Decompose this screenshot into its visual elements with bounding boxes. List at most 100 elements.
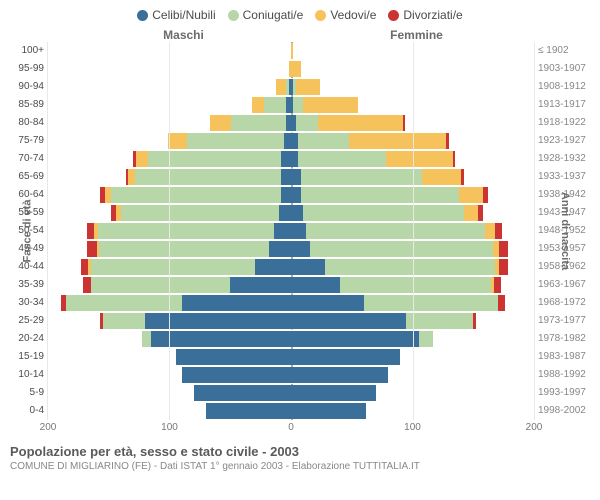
bar-segment	[176, 349, 291, 365]
stacked-bar	[48, 277, 291, 293]
year-label: ≤ 1902	[538, 42, 592, 60]
legend: Celibi/NubiliConiugati/eVedovi/eDivorzia…	[8, 8, 592, 24]
year-label: 1923-1927	[538, 132, 592, 150]
stacked-bar	[48, 385, 291, 401]
stacked-bar	[48, 115, 291, 131]
bar-segment	[145, 313, 291, 329]
year-label: 1968-1972	[538, 294, 592, 312]
bar-row	[48, 330, 291, 348]
bar-segment	[105, 187, 111, 203]
bar-segment	[255, 259, 291, 275]
bar-segment	[291, 169, 301, 185]
stacked-bar	[48, 97, 291, 113]
bar-segment	[291, 367, 388, 383]
bars-area	[48, 42, 534, 420]
bar-segment	[182, 295, 291, 311]
bar-row	[48, 384, 291, 402]
bar-segment	[485, 223, 495, 239]
age-label: 10-14	[8, 366, 44, 384]
bar-segment	[291, 205, 303, 221]
bar-segment	[291, 403, 366, 419]
bar-segment	[291, 241, 310, 257]
bar-row	[48, 114, 291, 132]
bar-segment	[133, 151, 135, 167]
stacked-bar	[48, 133, 291, 149]
year-label: 1963-1967	[538, 276, 592, 294]
bar-segment	[403, 115, 405, 131]
bar-row	[48, 240, 291, 258]
bar-segment	[461, 169, 463, 185]
stacked-bar	[48, 43, 291, 59]
bar-segment	[252, 97, 264, 113]
population-pyramid-chart: Celibi/NubiliConiugati/eVedovi/eDivorzia…	[0, 0, 600, 476]
year-label: 1928-1932	[538, 150, 592, 168]
bar-segment	[81, 259, 88, 275]
bar-segment	[128, 169, 135, 185]
age-label: 0-4	[8, 402, 44, 420]
stacked-bar	[48, 223, 291, 239]
age-label: 100+	[8, 42, 44, 60]
bar-segment	[291, 151, 298, 167]
year-label: 1993-1997	[538, 384, 592, 402]
stacked-bar	[48, 313, 291, 329]
bar-segment	[61, 295, 66, 311]
bar-segment	[142, 331, 152, 347]
grid-line	[47, 42, 48, 420]
bar-row	[48, 366, 291, 384]
bar-row	[48, 312, 291, 330]
bar-row	[48, 204, 291, 222]
bar-segment	[406, 313, 473, 329]
bar-segment	[111, 205, 116, 221]
legend-swatch	[228, 10, 239, 21]
stacked-bar	[48, 331, 291, 347]
bar-segment	[274, 223, 291, 239]
stacked-bar	[48, 151, 291, 167]
bar-row	[48, 168, 291, 186]
bar-segment	[498, 295, 505, 311]
male-side	[48, 42, 291, 420]
bar-segment	[291, 385, 376, 401]
bar-segment	[499, 241, 509, 257]
bar-segment	[231, 115, 286, 131]
bar-segment	[296, 115, 318, 131]
bar-row	[48, 132, 291, 150]
bar-segment	[66, 295, 181, 311]
bar-segment	[151, 331, 291, 347]
stacked-bar	[48, 169, 291, 185]
bar-segment	[83, 277, 90, 293]
bar-segment	[187, 133, 284, 149]
year-label: 1913-1917	[538, 96, 592, 114]
bar-segment	[91, 259, 255, 275]
bar-segment	[473, 313, 475, 329]
x-tick: 200	[526, 422, 543, 433]
bar-segment	[210, 115, 232, 131]
chart-title: Popolazione per età, sesso e stato civil…	[10, 444, 590, 459]
bar-segment	[494, 277, 501, 293]
legend-label: Divorziati/e	[403, 8, 462, 22]
y-axis-title-left: Fasce di età	[21, 199, 33, 262]
year-label: 1998-2002	[538, 402, 592, 420]
x-tick: 100	[161, 422, 178, 433]
bar-segment	[422, 169, 461, 185]
bar-segment	[99, 241, 269, 257]
bar-segment	[111, 187, 281, 203]
bar-segment	[87, 241, 97, 257]
chart-subtitle: COMUNE DI MIGLIARINO (FE) - Dati ISTAT 1…	[10, 461, 590, 472]
age-label: 95-99	[8, 60, 44, 78]
age-label: 15-19	[8, 348, 44, 366]
bar-segment	[264, 97, 286, 113]
bar-segment	[296, 79, 320, 95]
bar-segment	[453, 151, 455, 167]
age-label: 25-29	[8, 312, 44, 330]
bar-segment	[340, 277, 492, 293]
stacked-bar	[48, 295, 291, 311]
age-label: 90-94	[8, 78, 44, 96]
stacked-bar	[48, 61, 291, 77]
year-label: 1983-1987	[538, 348, 592, 366]
stacked-bar	[48, 241, 291, 257]
year-label: 1908-1912	[538, 78, 592, 96]
bar-segment	[206, 403, 291, 419]
bar-segment	[286, 79, 288, 95]
age-label: 20-24	[8, 330, 44, 348]
bar-segment	[303, 97, 358, 113]
